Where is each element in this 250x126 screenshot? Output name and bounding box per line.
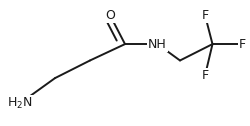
Text: H$_2$N: H$_2$N	[7, 96, 33, 111]
Text: O: O	[105, 9, 115, 22]
Text: F: F	[239, 38, 246, 51]
Text: F: F	[202, 9, 208, 22]
Text: F: F	[202, 69, 208, 82]
Text: NH: NH	[148, 38, 167, 51]
